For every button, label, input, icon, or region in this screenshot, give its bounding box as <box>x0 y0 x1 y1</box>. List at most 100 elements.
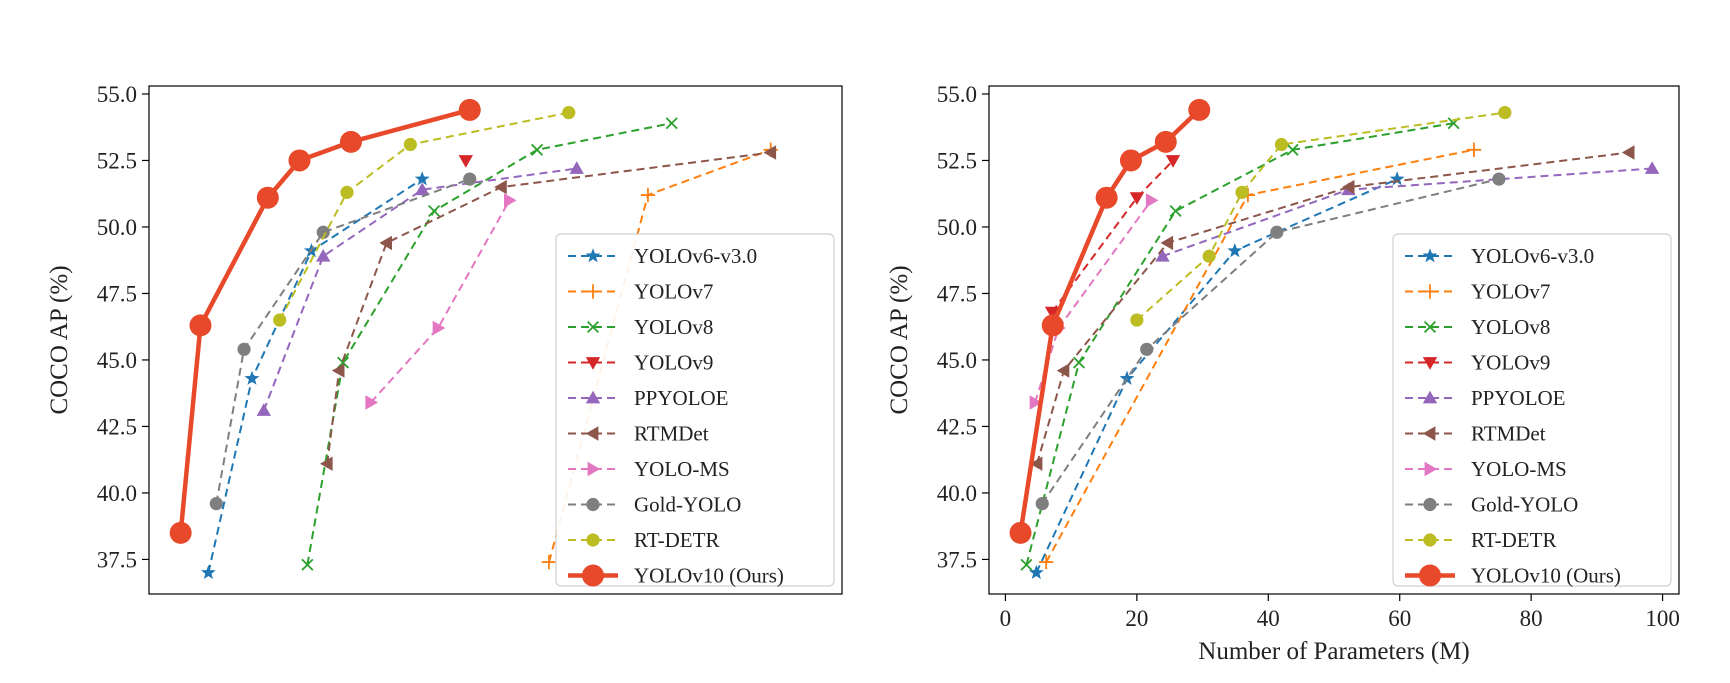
data-point-yolov9 <box>1129 192 1145 205</box>
data-point-rtmdet <box>379 235 392 251</box>
y-tick-label: 50.0 <box>97 215 137 240</box>
data-point-yolov8 <box>1169 204 1182 218</box>
legend-marker <box>582 564 604 587</box>
data-point-yolov6-v3-0 <box>1227 243 1243 258</box>
data-point-yolov8 <box>531 143 544 156</box>
y-tick-label: 47.5 <box>937 281 977 306</box>
x-tick-label: 100 <box>1645 606 1680 631</box>
y-tick-label: 42.5 <box>937 414 977 439</box>
data-point-yolov7 <box>640 187 656 203</box>
legend-entry-rtmdet: RTMDet <box>568 422 709 446</box>
legend-box <box>1392 233 1672 587</box>
data-point-yolo-ms <box>432 320 446 336</box>
x-tick-label: 80 <box>1520 606 1543 631</box>
data-point-yolov6-v3-0 <box>201 564 216 579</box>
data-point-yolov10-ours <box>169 521 192 544</box>
legend-entry-yolov10-ours: YOLOv10 (Ours) <box>568 564 784 588</box>
legend-entry-yolov9: YOLOv9 <box>568 351 713 375</box>
legend-label: YOLOv8 <box>1471 315 1550 339</box>
data-point-yolov8 <box>665 117 678 130</box>
legend-box <box>555 233 835 587</box>
y-tick-label: 45.0 <box>97 348 137 373</box>
legend-entry-yolov8: YOLOv8 <box>1405 315 1550 339</box>
data-point-gold-yolo <box>463 172 477 186</box>
y-axis-title: COCO AP (%) <box>46 265 73 414</box>
legend-entry-rt-detr: RT-DETR <box>568 528 719 552</box>
chart-panel-1: 37.5 40.0 42.5 45.0 47.5 50.0 52.5 55.0 COCO AP … <box>46 82 843 595</box>
y-tick-label: 52.5 <box>97 148 137 173</box>
series-line-yolov9 <box>1051 159 1174 313</box>
y-tick-label: 52.5 <box>937 148 977 173</box>
data-point-yolov10-ours <box>288 149 311 172</box>
data-point-rt-detr <box>1202 249 1216 263</box>
data-point-rtmdet <box>331 363 345 378</box>
legend-marker <box>1422 426 1436 441</box>
legend-marker <box>1423 320 1437 334</box>
data-point-yolo-ms <box>1029 395 1043 410</box>
x-axis-title: Number of Parameters (M) <box>1198 638 1469 665</box>
data-point-yolov8 <box>1286 143 1299 156</box>
legend-marker <box>586 497 600 512</box>
series-yolov10-ours <box>1009 98 1211 544</box>
data-point-yolov8 <box>1072 356 1086 369</box>
legend-marker <box>1422 284 1438 299</box>
data-point-yolov6-v3-0 <box>414 171 430 186</box>
legend-marker <box>1423 497 1437 512</box>
data-point-yolov6-v3-0 <box>1389 171 1405 186</box>
data-point-ppyoloe <box>569 161 584 174</box>
series-line-rt-detr <box>278 111 569 321</box>
legend-marker <box>585 284 601 299</box>
legend-entry-yolov10-ours: YOLOv10 (Ours) <box>1405 564 1621 588</box>
legend-marker <box>1422 390 1438 404</box>
data-point-yolov10-ours <box>1154 130 1177 153</box>
legend-marker <box>586 533 600 547</box>
series-line-ppyoloe <box>262 167 577 411</box>
data-point-yolov8 <box>428 204 441 218</box>
data-point-yolov9 <box>458 155 473 168</box>
series-yolov8 <box>1020 117 1460 571</box>
data-point-ppyoloe <box>1155 249 1170 262</box>
y-tick-label: 37.5 <box>937 547 977 572</box>
y-tick-label: 45.0 <box>937 348 977 373</box>
legend-entry-ppyoloe: PPYOLOE <box>568 386 729 410</box>
data-point-rtmdet <box>1160 235 1174 251</box>
legend-label: YOLOv6-v3.0 <box>1471 244 1594 268</box>
legend-label: YOLOv7 <box>634 280 713 304</box>
x-tick-label: 40 <box>1257 606 1280 631</box>
plot-frame <box>988 85 1680 595</box>
legend: YOLOv6-v3.0 YOLOv7 YOLOv8 YOLOv9 PPYOLOE RTMD… <box>1392 233 1672 588</box>
data-point-rt-detr <box>1235 185 1249 199</box>
series-line-yolov6-v3-0 <box>1035 178 1398 574</box>
x-tick-label: 20 <box>1125 606 1148 631</box>
legend-marker <box>585 390 601 404</box>
series-line-gold-yolo <box>1041 178 1500 505</box>
data-point-ppyoloe <box>256 403 271 416</box>
data-point-yolov10-ours <box>1188 98 1211 121</box>
data-point-yolov6-v3-0 <box>1028 564 1044 579</box>
legend-marker <box>587 461 601 477</box>
y-tick-label: 55.0 <box>97 82 137 107</box>
data-point-gold-yolo <box>237 342 251 356</box>
plot-frame <box>148 85 843 595</box>
series-line-yolo-ms <box>370 199 511 404</box>
data-point-yolov10-ours <box>1119 149 1142 172</box>
legend-entry-gold-yolo: Gold-YOLO <box>1405 493 1578 517</box>
legend-entry-yolov6-v3-0: YOLOv6-v3.0 <box>1405 244 1594 268</box>
data-point-yolov8 <box>337 356 350 369</box>
y-tick-label: 47.5 <box>97 281 137 306</box>
data-point-yolo-ms <box>365 395 378 410</box>
legend-marker <box>1422 357 1438 370</box>
legend-label: YOLOv6-v3.0 <box>634 244 757 268</box>
y-tick-label: 40.0 <box>937 481 977 506</box>
legend-label: YOLO-MS <box>1471 457 1567 481</box>
legend-marker <box>1423 533 1437 547</box>
data-point-ppyoloe <box>1644 161 1660 174</box>
legend-marker <box>585 426 599 441</box>
data-point-gold-yolo <box>1140 342 1154 356</box>
data-point-yolov10-ours <box>256 186 279 209</box>
legend-entry-yolo-ms: YOLO-MS <box>568 457 730 481</box>
series-yolov6-v3-0 <box>201 171 430 579</box>
data-point-rtmdet <box>494 179 507 195</box>
legend-label: YOLOv8 <box>634 315 713 339</box>
data-point-yolov9 <box>1165 155 1181 168</box>
